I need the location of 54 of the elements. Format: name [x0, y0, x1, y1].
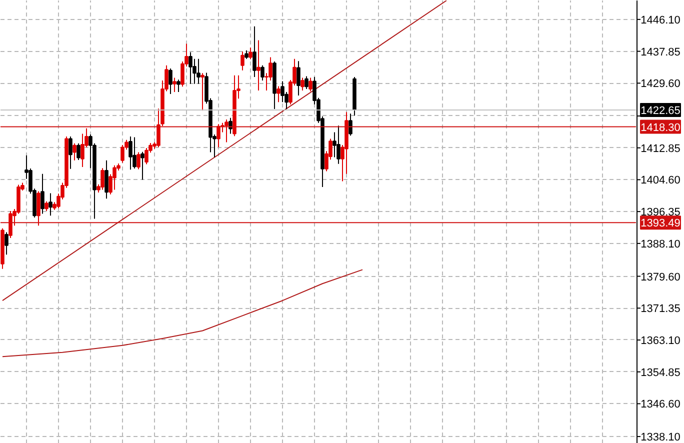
candlestick	[136, 152, 140, 170]
candlestick	[36, 190, 40, 226]
ref-line-label: 1418.30	[640, 122, 680, 134]
candlestick	[68, 136, 72, 170]
candlestick	[8, 210, 12, 239]
y-tick-label: 1412.85	[640, 142, 680, 155]
y-tick-label: 1338.10	[640, 432, 680, 443]
candlestick	[256, 40, 260, 91]
candlestick	[128, 136, 132, 170]
ref-line-label: 1393.49	[640, 218, 680, 230]
y-tick-label: 1346.60	[640, 398, 680, 411]
candlestick	[104, 160, 108, 200]
candlestick	[276, 86, 280, 103]
y-tick-label: 1437.85	[640, 46, 680, 58]
y-tick-label: 1388.10	[640, 238, 680, 250]
candlestick	[228, 117, 232, 134]
candlestick	[140, 151, 144, 180]
candlestick	[348, 113, 352, 136]
candlestick	[4, 232, 8, 256]
candlestick	[248, 47, 252, 60]
candlestick	[100, 168, 104, 190]
candlestick	[336, 125, 340, 164]
y-tick-label: 1354.85	[640, 366, 680, 379]
y-tick-label: 1379.60	[640, 271, 680, 284]
y-tick-label: 1363.10	[640, 334, 680, 347]
candlestick	[168, 68, 172, 94]
candlestick	[72, 142, 76, 161]
candlestick	[240, 50, 244, 71]
line-series	[2, 269, 363, 358]
candlestick	[172, 77, 176, 93]
candlestick	[252, 26, 256, 78]
candlestick	[44, 200, 48, 212]
y-tick-label: 1404.60	[640, 174, 680, 187]
candlestick	[224, 118, 228, 143]
candlestick	[120, 144, 124, 164]
candlestick	[300, 77, 304, 91]
ref-line-label: 1422.65	[640, 104, 680, 117]
candlestick	[296, 60, 300, 96]
candlestick	[196, 58, 200, 84]
candlestick	[260, 64, 264, 81]
candlestick	[48, 192, 52, 216]
y-tick-label: 1429.60	[640, 78, 680, 90]
y-tick-label: 1371.35	[640, 303, 680, 316]
candlestick	[76, 142, 80, 161]
candlestick	[40, 173, 44, 214]
candlestick	[304, 76, 308, 90]
candlestick	[112, 164, 116, 190]
candlestick	[216, 124, 220, 148]
candlestick	[132, 136, 136, 170]
candlestick	[200, 72, 204, 112]
candlestick	[188, 52, 192, 84]
y-tick-label: 1446.10	[640, 14, 680, 26]
candlestick	[176, 79, 180, 93]
candlestick	[308, 77, 312, 92]
